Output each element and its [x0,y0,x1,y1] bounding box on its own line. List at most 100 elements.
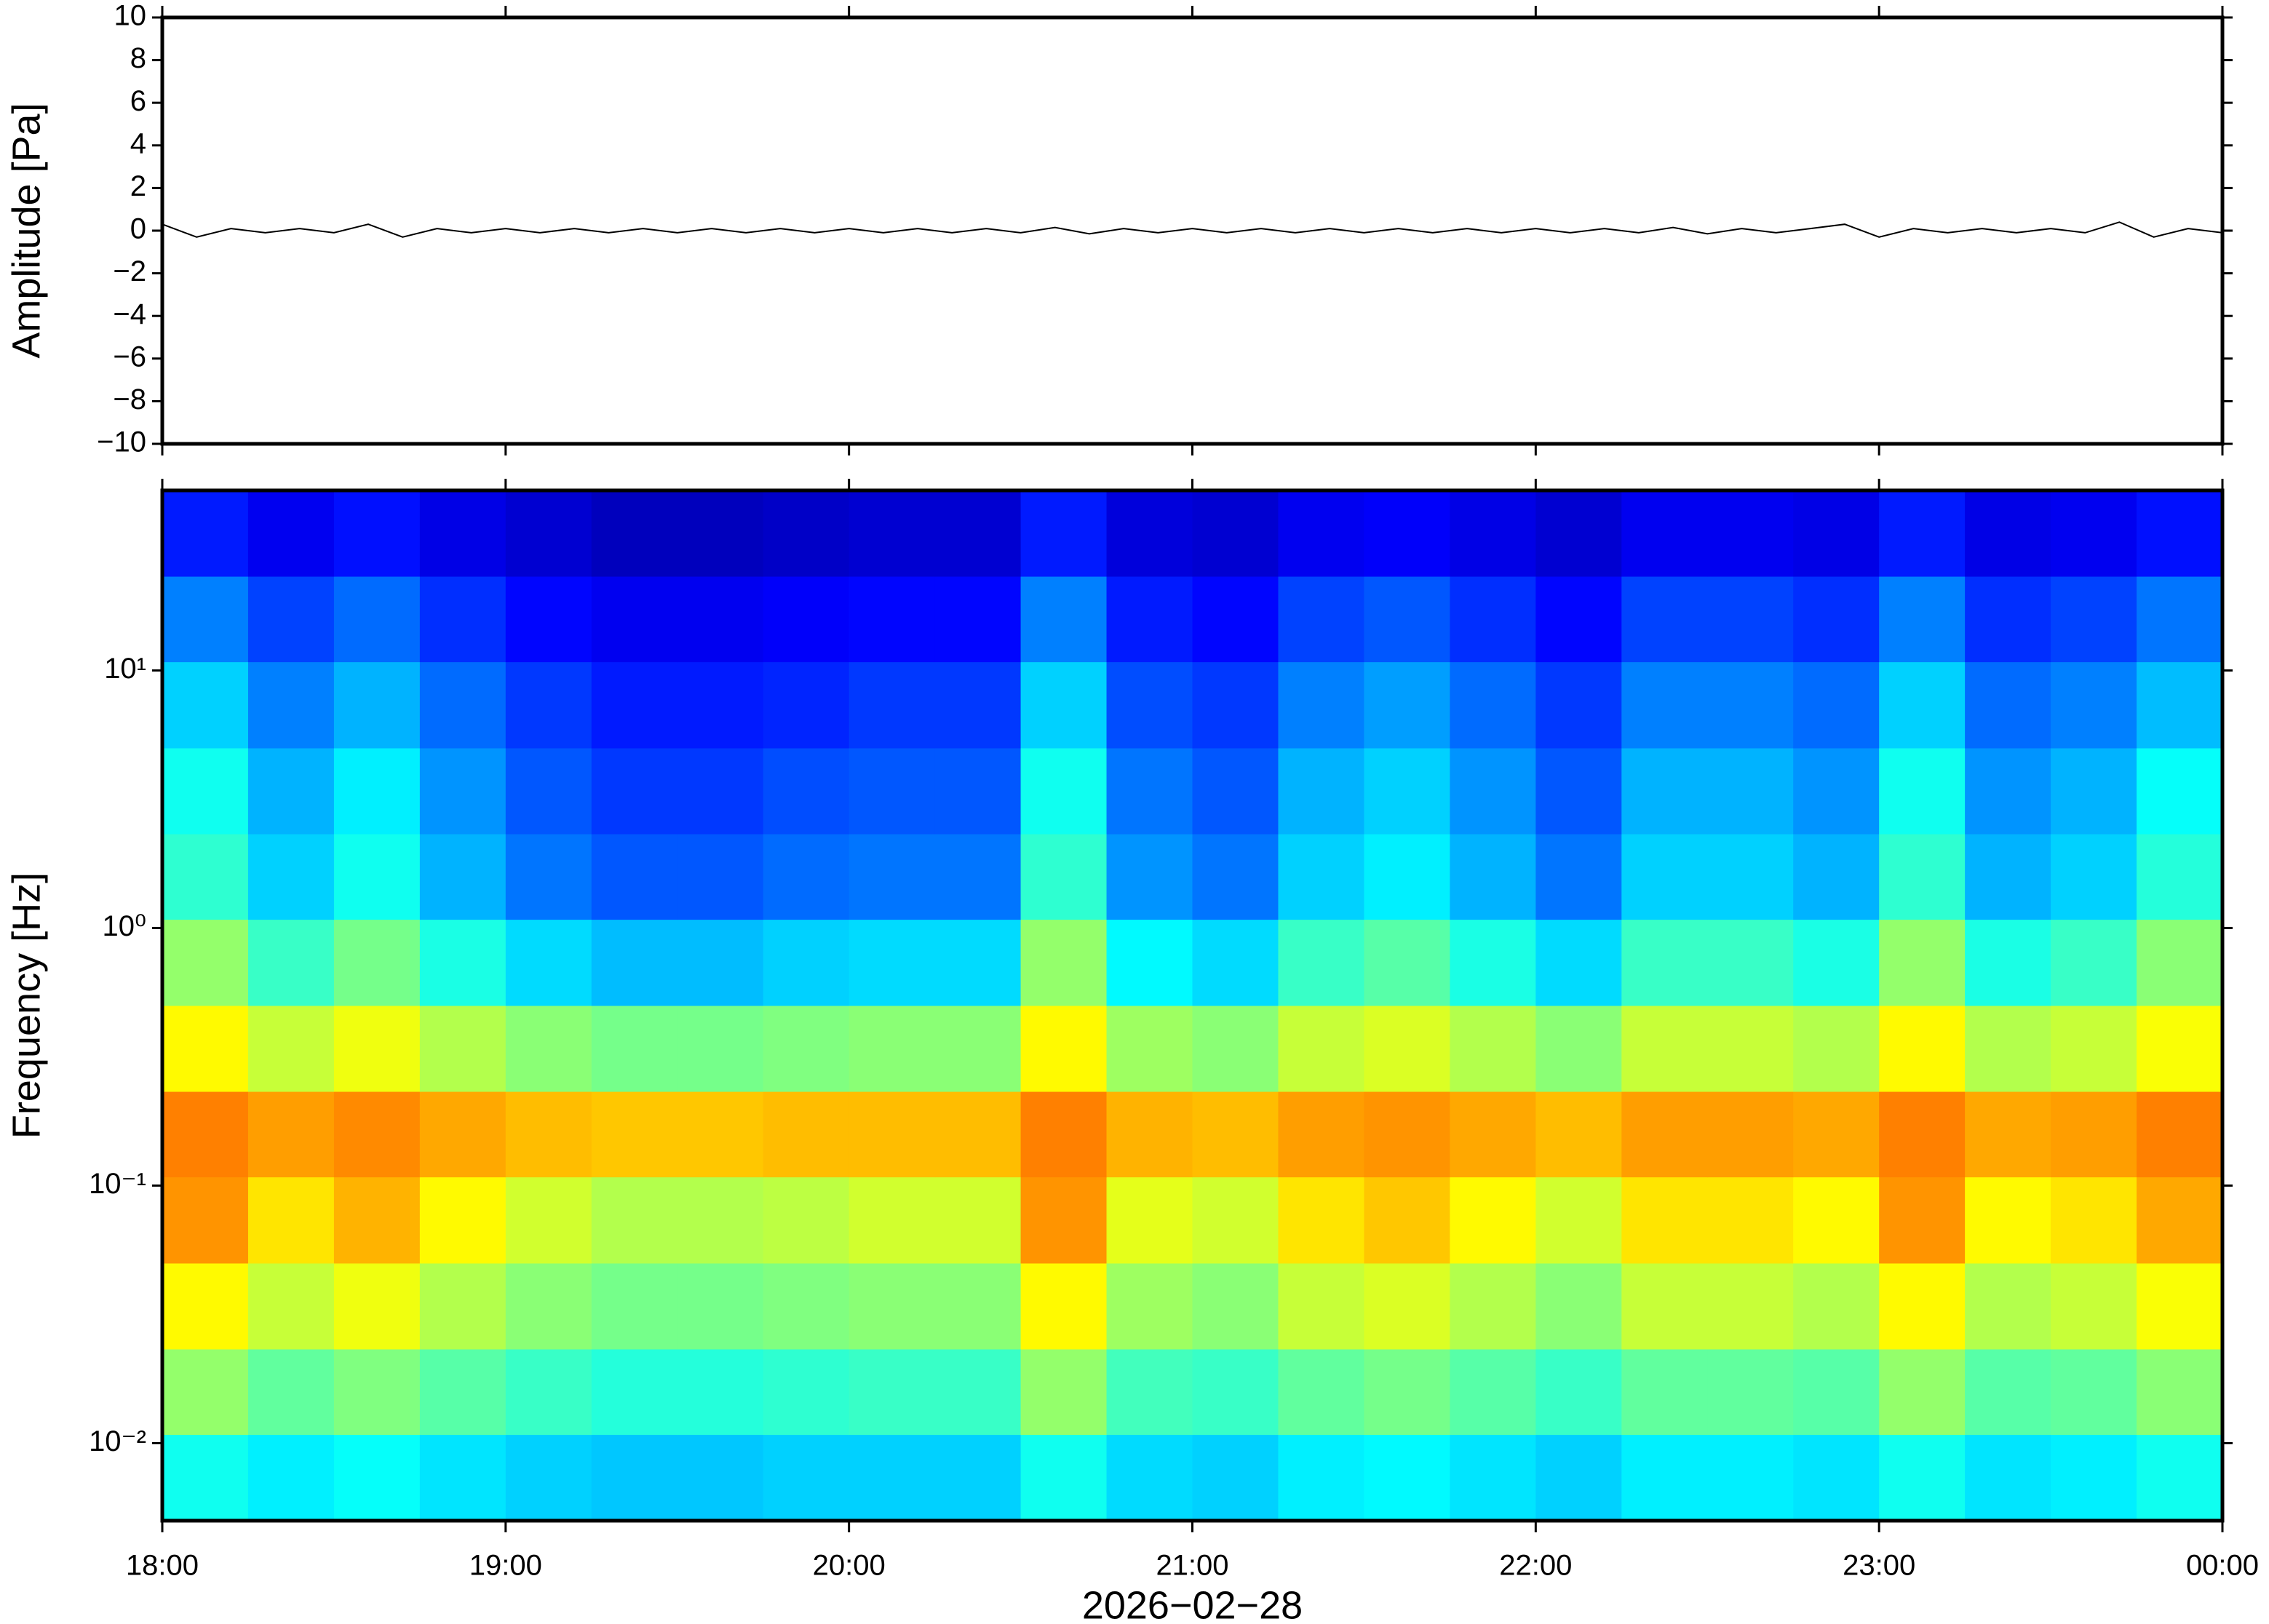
spectrogram-cell [591,919,678,1006]
spectrogram-cell [849,490,936,577]
spectrogram-cell [763,748,850,835]
spectrogram-cell [1621,1177,1708,1264]
spectrogram-cell [677,490,764,577]
spectrogram-cell [1364,1263,1450,1350]
spectrogram-cell [2051,661,2137,749]
spectrogram-cell [162,1177,249,1264]
spectrogram-cell [1020,1006,1108,1092]
spectrogram-cell [1192,748,1279,835]
spectrogram-cell [1192,1434,1279,1521]
spectrogram-cell [2051,1263,2137,1350]
spectrogram-cell [1364,1434,1450,1521]
spectrogram-cell [333,1434,421,1521]
spectrogram-cell [1793,834,1880,920]
spectrogram-cell [1106,748,1193,835]
spectrogram-cell [1621,834,1708,920]
spectrogram-cell [934,1263,1022,1350]
spectrogram-cell [162,1091,249,1178]
spectrogram-cell [1278,490,1364,577]
spectrogram-cell [1879,919,1966,1006]
spectrogram-cell [677,1091,764,1178]
spectrogram-cell [1879,1177,1966,1264]
spectrogram-cell [1793,748,1880,835]
spectrogram-cell [677,576,764,663]
spectrogram-cell [763,919,850,1006]
spectrogram-cell [934,1091,1022,1178]
spectrogram-cell [591,490,678,577]
spectrogram-cell [419,919,506,1006]
spectrogram-cell [1192,1177,1279,1264]
spectrogram-cell [1965,661,2051,749]
spectrogram-cell [1106,1434,1193,1521]
spectrogram-cell [1278,661,1364,749]
spectrogram-cell [333,748,421,835]
spectrogram-cell [1106,1006,1193,1092]
spectrogram-cell [2051,748,2137,835]
spectrogram-cell [2051,1349,2137,1436]
spectrogram-cell [1793,490,1880,577]
spectrogram-cell [1020,834,1108,920]
spectrogram-cell [162,1006,249,1092]
spectrogram-cell [162,1263,249,1350]
spectrogram-cell [1450,748,1536,835]
spectrogram-cell [763,1263,850,1350]
spectrogram-cell [1278,834,1364,920]
spectrogram-cell [162,1349,249,1436]
spectrogram-cell [934,1006,1022,1092]
spectrogram-cell [333,1006,421,1092]
spectrogram-cell [1020,1434,1108,1521]
spectrogram-cell [1278,1091,1364,1178]
spectrogram-cell [1535,490,1622,577]
spectrogram-cell [1707,1091,1794,1178]
spectrogram-cell [2051,1177,2137,1264]
x-tick-label: 23:00 [1843,1550,1915,1582]
spectrogram-cell [1965,1349,2051,1436]
spectrogram-cell [1965,490,2051,577]
spectrogram-cell [763,1091,850,1178]
spectrogram-cell [1793,1177,1880,1264]
spectrogram-cell [1879,748,1966,835]
spectrogram-cell [1020,1177,1108,1264]
spectrogram-cell [247,1434,335,1521]
spectrogram-cell [2051,834,2137,920]
spectrogram-cell [1192,576,1279,663]
spectrogram-cell [333,661,421,749]
x-tick-label: 18:00 [126,1550,199,1582]
spectrogram-cell [1879,834,1966,920]
spectrogram-cell [591,1434,678,1521]
spectrogram-cell [1793,576,1880,663]
spectrogram-cell [1621,661,1708,749]
y-tick-label: 10¹ [104,653,146,685]
spectrogram-cell [505,1349,592,1436]
spectrogram-cell [2137,490,2223,577]
spectrogram-cell [1793,1263,1880,1350]
spectrogram-cell [1364,919,1450,1006]
spectrogram-cell [1106,834,1193,920]
spectrogram-cell [1879,1434,1966,1521]
spectrogram-cell [2137,1091,2223,1178]
spectrogram-cell [677,748,764,835]
spectrogram-cell [1020,661,1108,749]
spectrogram-cell [2051,1091,2137,1178]
spectrogram-cell [419,576,506,663]
y-tick-label: −6 [113,341,146,373]
spectrogram-cell [1192,1006,1279,1092]
spectrogram-cell [505,1263,592,1350]
spectrogram-cell [247,834,335,920]
spectrogram-cell [1535,1349,1622,1436]
spectrogram-cell [934,919,1022,1006]
spectrogram-cell [934,1177,1022,1264]
spectrogram-cell [1020,576,1108,663]
spectrogram-cell [1793,1006,1880,1092]
spectrogram-cell [1621,1006,1708,1092]
spectrogram-cell [505,661,592,749]
spectrogram-cell [849,748,936,835]
spectrogram-cell [849,1006,936,1092]
spectrogram-cell [1965,576,2051,663]
spectrogram-cell [1450,1434,1536,1521]
spectrogram-cell [591,576,678,663]
spectrogram-cell [591,1177,678,1264]
spectrogram-cell [1965,1006,2051,1092]
spectrogram-cell [1450,490,1536,577]
spectrogram-cell [1621,490,1708,577]
